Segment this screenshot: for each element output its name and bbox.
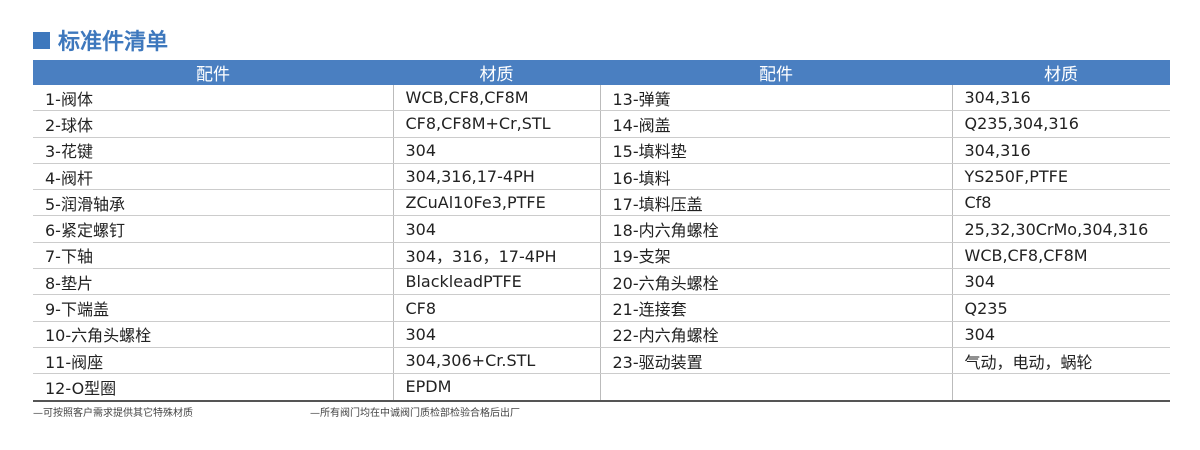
footnotes: —可按照客户需求提供其它特殊材质 —所有阀门均在中诚阀门质检部检验合格后出厂 bbox=[33, 404, 520, 419]
note: —可按照客户需求提供其它特殊材质 bbox=[33, 408, 193, 419]
table-row: 2-球体 CF8,CF8M+Cr,STL 14-阀盖 Q235,304,316 bbox=[33, 110, 1170, 138]
header-part: 配件 bbox=[600, 60, 952, 85]
part-cell: 11-阀座 bbox=[33, 347, 394, 375]
table-row: 5-润滑轴承 ZCuAl10Fe3,PTFE 17-填料压盖 Cf8 bbox=[33, 189, 1170, 217]
material-cell: 304,306+Cr.STL bbox=[393, 347, 601, 375]
part-cell: 8-垫片 bbox=[33, 268, 394, 296]
material-cell: 304,316 bbox=[952, 85, 1170, 112]
table-row: 1-阀体 WCB,CF8,CF8M 13-弹簧 304,316 bbox=[33, 85, 1170, 112]
table-row: 7-下轴 304，316，17-4PH 19-支架 WCB,CF8,CF8M bbox=[33, 242, 1170, 270]
material-cell: 304,316 bbox=[952, 137, 1170, 164]
table-row: 11-阀座 304,306+Cr.STL 23-驱动装置 气动，电动，蜗轮 bbox=[33, 347, 1170, 375]
part-cell: 13-弹簧 bbox=[600, 85, 953, 112]
part-cell: 5-润滑轴承 bbox=[33, 189, 394, 217]
part-cell: 16-填料 bbox=[600, 163, 953, 191]
part-cell: 7-下轴 bbox=[33, 242, 394, 270]
header-material: 材质 bbox=[952, 60, 1170, 85]
table-row: 9-下端盖 CF8 21-连接套 Q235 bbox=[33, 294, 1170, 322]
header-material: 材质 bbox=[393, 60, 600, 85]
material-cell: YS250F,PTFE bbox=[952, 163, 1170, 191]
part-cell: 1-阀体 bbox=[33, 85, 394, 112]
part-cell: 15-填料垫 bbox=[600, 137, 953, 164]
part-cell: 21-连接套 bbox=[600, 294, 953, 322]
material-cell: 25,32,30CrMo,304,316 bbox=[952, 215, 1170, 243]
table-row: 4-阀杆 304,316,17-4PH 16-填料 YS250F,PTFE bbox=[33, 163, 1170, 191]
note: —所有阀门均在中诚阀门质检部检验合格后出厂 bbox=[310, 408, 520, 419]
table-header: 配件 材质 配件 材质 bbox=[33, 60, 1170, 85]
section-title: 标准件清单 bbox=[33, 24, 168, 56]
material-cell: 304 bbox=[952, 321, 1170, 348]
part-cell: 6-紧定螺钉 bbox=[33, 215, 394, 243]
title-text: 标准件清单 bbox=[58, 30, 169, 55]
header-part: 配件 bbox=[33, 60, 393, 85]
part-cell: 3-花键 bbox=[33, 137, 394, 164]
material-cell: 气动，电动，蜗轮 bbox=[952, 347, 1170, 375]
part-cell: 12-O型圈 bbox=[33, 373, 394, 402]
table-row: 3-花键 304 15-填料垫 304,316 bbox=[33, 137, 1170, 164]
part-cell: 4-阀杆 bbox=[33, 163, 394, 191]
part-cell: 14-阀盖 bbox=[600, 110, 953, 138]
standard-parts-table: 配件 材质 配件 材质 1-阀体 WCB,CF8,CF8M 13-弹簧 304,316… bbox=[33, 60, 1170, 402]
part-cell: 23-驱动装置 bbox=[600, 347, 953, 375]
material-cell: Q235 bbox=[952, 294, 1170, 322]
material-cell: 304 bbox=[393, 137, 601, 164]
material-cell: 304，316，17-4PH bbox=[393, 242, 601, 270]
material-cell: ZCuAl10Fe3,PTFE bbox=[393, 189, 601, 217]
table-row: 6-紧定螺钉 304 18-内六角螺栓 25,32,30CrMo,304,316 bbox=[33, 215, 1170, 243]
material-cell: CF8 bbox=[393, 294, 601, 322]
part-cell: 2-球体 bbox=[33, 110, 394, 138]
part-cell: 22-内六角螺栓 bbox=[600, 321, 953, 348]
table-row: 8-垫片 BlackleadPTFE 20-六角头螺栓 304 bbox=[33, 268, 1170, 296]
table-row: 10-六角头螺栓 304 22-内六角螺栓 304 bbox=[33, 321, 1170, 348]
table-row: 12-O型圈 EPDM bbox=[33, 373, 1170, 402]
material-cell: 304,316,17-4PH bbox=[393, 163, 601, 191]
material-cell: CF8,CF8M+Cr,STL bbox=[393, 110, 601, 138]
part-cell: 20-六角头螺栓 bbox=[600, 268, 953, 296]
material-cell: BlackleadPTFE bbox=[393, 268, 601, 296]
part-cell: 10-六角头螺栓 bbox=[33, 321, 394, 348]
part-cell: 18-内六角螺栓 bbox=[600, 215, 953, 243]
material-cell: WCB,CF8,CF8M bbox=[393, 85, 601, 112]
material-cell: 304 bbox=[393, 215, 601, 243]
material-cell: 304 bbox=[952, 268, 1170, 296]
material-cell: Q235,304,316 bbox=[952, 110, 1170, 138]
material-cell: EPDM bbox=[393, 373, 601, 402]
part-cell: 9-下端盖 bbox=[33, 294, 394, 322]
square-bullet-icon bbox=[33, 31, 50, 49]
part-cell: 17-填料压盖 bbox=[600, 189, 953, 217]
material-cell: 304 bbox=[393, 321, 601, 348]
material-cell: WCB,CF8,CF8M bbox=[952, 242, 1170, 270]
part-cell bbox=[600, 373, 953, 402]
part-cell: 19-支架 bbox=[600, 242, 953, 270]
material-cell: Cf8 bbox=[952, 189, 1170, 217]
material-cell bbox=[952, 373, 1170, 402]
